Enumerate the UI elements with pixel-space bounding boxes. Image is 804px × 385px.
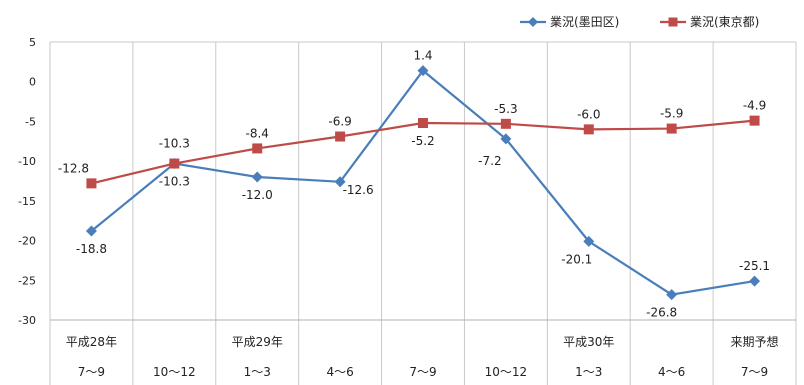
- data-point-marker: [85, 225, 97, 237]
- data-label: -5.2: [411, 134, 434, 148]
- data-label: -8.4: [246, 126, 269, 140]
- legend-label: 業況(東京都): [690, 14, 759, 29]
- data-point-marker: [666, 289, 678, 301]
- data-label: -12.8: [58, 161, 89, 175]
- series-group: -18.8 -10.3 -12.0 -12.6 1.4 -7.2 -20.1 -26.8 -25…: [58, 49, 770, 320]
- data-label: -20.1: [561, 252, 592, 266]
- x-tick-label: 10〜12: [153, 365, 196, 379]
- y-tick-label: -20: [18, 235, 36, 248]
- data-point-marker: [666, 123, 677, 134]
- data-point-marker: [500, 133, 512, 145]
- data-point-marker: [418, 118, 428, 129]
- x-group-label: 平成29年: [232, 335, 283, 349]
- x-tick-label: 7〜9: [78, 365, 105, 379]
- x-tick-label: 4〜6: [326, 365, 353, 379]
- x-tick-label: 4〜6: [658, 365, 685, 379]
- y-tick-label: -25: [18, 274, 36, 287]
- x-tick-label: 7〜9: [741, 365, 768, 379]
- series-line: [91, 119, 755, 185]
- data-label: -5.3: [494, 102, 517, 116]
- y-tick-label: -15: [18, 195, 36, 208]
- legend-marker: [668, 17, 678, 27]
- series-sumida: -18.8 -10.3 -12.0 -12.6 1.4 -7.2 -20.1 -26.8 -25…: [76, 49, 770, 320]
- data-label: -18.8: [76, 242, 107, 256]
- data-point-marker: [252, 143, 263, 154]
- data-label: -7.2: [478, 154, 501, 168]
- x-group-label: 来期予想: [731, 334, 779, 349]
- x-tick-label: 10〜12: [485, 365, 528, 379]
- data-point-marker: [500, 118, 511, 129]
- data-label: -25.1: [739, 259, 770, 273]
- legend-label: 業況(墨田区): [550, 14, 619, 29]
- data-label: -5.9: [660, 107, 683, 121]
- data-label: -6.9: [328, 115, 351, 129]
- y-tick-label: 0: [29, 76, 36, 89]
- data-label: -6.0: [577, 107, 600, 121]
- series-line: [90, 69, 755, 296]
- x-group-label: 平成28年: [66, 335, 117, 349]
- y-tick-label: -30: [18, 314, 36, 327]
- y-axis: 5 0 -5 -10 -15 -20 -25 -30: [18, 36, 36, 327]
- data-point-marker: [749, 275, 761, 287]
- data-point-marker: [583, 124, 594, 135]
- data-point-marker: [334, 176, 346, 188]
- data-point-marker: [417, 65, 429, 77]
- data-point-marker: [583, 235, 595, 247]
- y-tick-label: -5: [25, 115, 36, 128]
- x-tick-label: 1〜3: [575, 365, 602, 379]
- series-tokyo: -12.8 -10.3 -8.4 -6.9 -5.2 -5.3 -6.0 -5.9 -4.9: [58, 99, 766, 189]
- data-label: -12.6: [343, 183, 374, 197]
- x-axis: 平成28年 7〜9 10〜12 平成29年 1〜3 4〜6 7〜9 10〜12 平成30年 1〜3…: [66, 334, 779, 379]
- data-label: -10.3: [159, 137, 190, 151]
- data-label: -12.0: [242, 188, 273, 202]
- x-tick-label: 1〜3: [244, 365, 271, 379]
- data-label: -4.9: [743, 99, 766, 113]
- data-point-marker: [749, 115, 760, 126]
- x-group-label: 平成30年: [563, 335, 614, 349]
- data-point-marker: [335, 131, 346, 142]
- y-tick-label: -10: [18, 155, 36, 168]
- data-point-marker: [251, 171, 263, 183]
- data-point-marker: [169, 158, 180, 169]
- x-tick-label: 7〜9: [409, 365, 436, 379]
- legend-marker: [528, 17, 538, 27]
- data-label: -26.8: [646, 306, 677, 320]
- grid-lines: [49, 41, 797, 385]
- data-label: -10.3: [159, 175, 190, 189]
- legend: 業況(墨田区) 業況(東京都): [520, 14, 759, 29]
- y-tick-label: 5: [29, 36, 36, 49]
- data-label: 1.4: [413, 49, 432, 63]
- data-point-marker: [86, 178, 97, 189]
